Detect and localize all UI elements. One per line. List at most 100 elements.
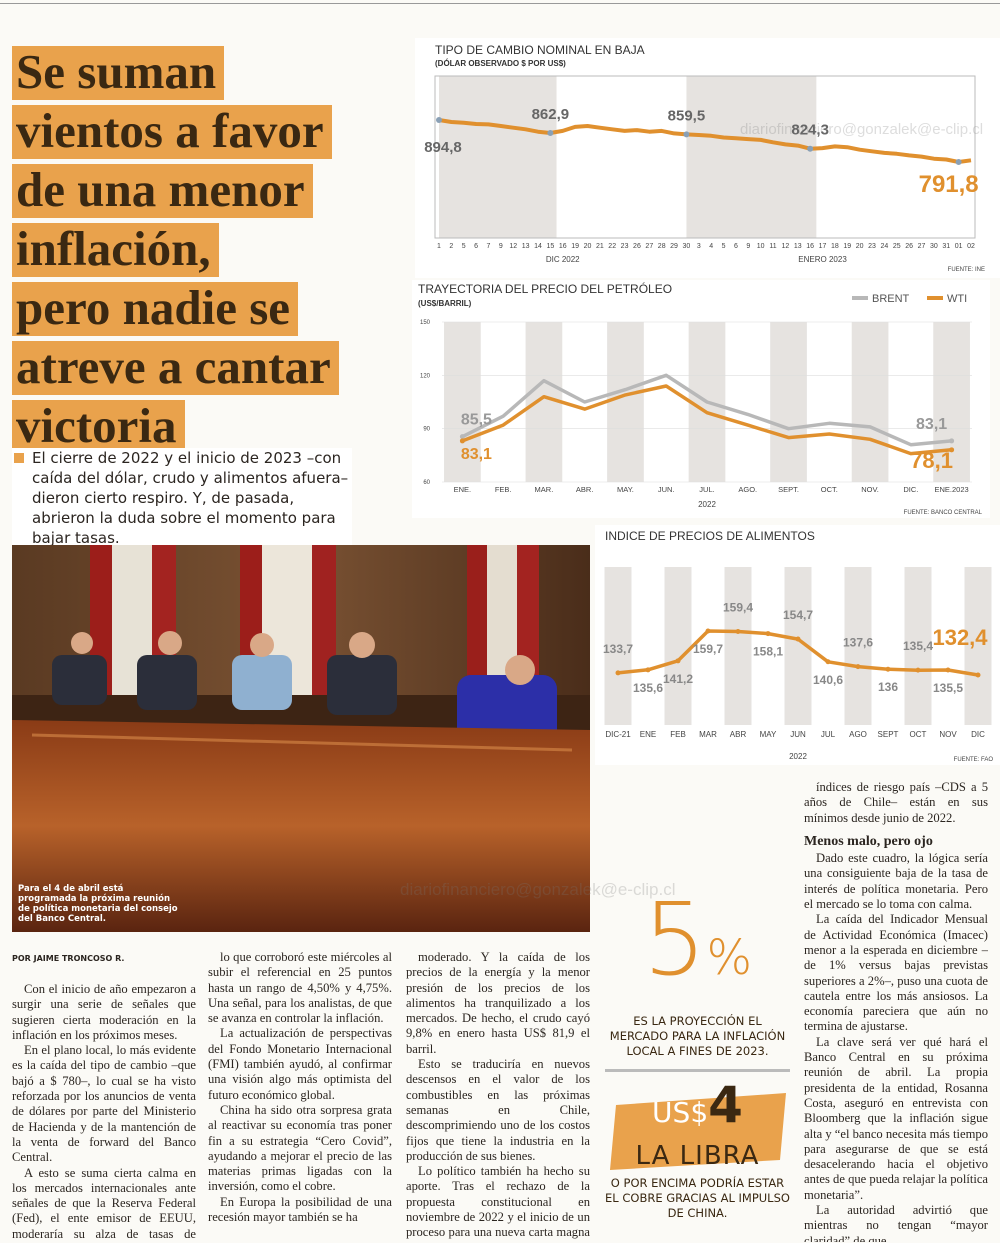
y-tick-label: 120 <box>420 373 431 379</box>
headline: Se suman vientos a favor de una menor infla… <box>12 46 412 459</box>
x-tick-label: 30 <box>683 243 691 250</box>
data-label: 136 <box>878 680 898 694</box>
paragraph: La autoridad advirtió que mientras no te… <box>804 1203 988 1242</box>
x-tick-label: 1 <box>437 243 441 250</box>
exchange-rate-chart: TIPO DE CAMBIO NOMINAL EN BAJA (DÓLAR OBS… <box>415 38 1000 278</box>
point <box>949 438 955 444</box>
headline-line: de una menor <box>12 164 313 218</box>
x-tick-label: 24 <box>880 243 888 250</box>
band <box>964 567 992 725</box>
point <box>436 117 442 123</box>
x-tick-label: 26 <box>905 243 913 250</box>
callout-shape <box>610 1093 786 1170</box>
line <box>438 118 972 164</box>
x-tick-label: 5 <box>462 243 466 250</box>
point <box>645 667 651 673</box>
band <box>770 322 807 482</box>
x-tick-label: 20 <box>584 243 592 250</box>
headline-line: vientos a favor <box>12 105 332 159</box>
band <box>844 567 872 725</box>
x-tick-label: ENE. <box>454 485 472 494</box>
x-axis-label: 2022 <box>698 500 716 509</box>
text-column: moderado. Y la caída de los precios de l… <box>406 950 590 1242</box>
paragraph: China ha sido otra sorpresa grata al rea… <box>208 1102 392 1194</box>
data-label: 83,1 <box>461 446 492 463</box>
photo-caption: Para el 4 de abril está programada la pr… <box>18 884 178 924</box>
legend-label: BRENT <box>872 293 910 305</box>
paragraph: índices de riesgo país –CDS a 5 años de … <box>804 780 988 825</box>
line <box>461 373 952 447</box>
x-tick-label: MAY <box>760 730 777 739</box>
x-tick-label: DIC. <box>903 485 918 494</box>
x-tick-label: 20 <box>856 243 864 250</box>
paragraph: La actualización de perspectivas del Fon… <box>208 1026 392 1102</box>
x-tick-label: JUL. <box>699 485 714 494</box>
x-tick-label: SEPT. <box>778 485 799 494</box>
x-tick-label: 7 <box>487 243 491 250</box>
chart-title: INDICE DE PRECIOS DE ALIMENTOS <box>605 529 815 543</box>
x-tick-label: 25 <box>893 243 901 250</box>
data-label: 135,6 <box>633 681 663 695</box>
band <box>724 567 752 725</box>
watermark: diariofinanciero@gonzalek@e-clip.cl <box>400 880 676 899</box>
data-label: 135,5 <box>933 681 963 695</box>
point <box>975 672 981 678</box>
data-label: 894,8 <box>424 139 462 156</box>
x-tick-label: 02 <box>967 243 975 250</box>
callout-line: LA LIBRA <box>635 1141 760 1171</box>
point <box>955 159 962 165</box>
x-tick-label: AGO. <box>738 485 757 494</box>
chart-subtitle: (DÓLAR OBSERVADO $ POR US$) <box>435 59 566 68</box>
x-tick-label: ABR. <box>576 485 594 494</box>
band <box>686 76 817 238</box>
band <box>604 567 632 725</box>
x-tick-label: 2 <box>449 243 453 250</box>
data-label: 133,7 <box>603 642 633 656</box>
paragraph: En Europa la posibilidad de una recesión… <box>208 1194 392 1225</box>
point <box>705 628 711 634</box>
x-tick-label: SEPT <box>878 730 899 739</box>
x-tick-label: 15 <box>546 243 554 250</box>
paragraph: Con el inicio de año empezaron a surgir … <box>12 982 196 1042</box>
x-tick-label: 14 <box>534 243 542 250</box>
paragraph: A esto se suma cierta calma en los merca… <box>12 1165 196 1241</box>
chart-title: TRAYECTORIA DEL PRECIO DEL PETRÓLEO <box>418 281 672 296</box>
text-column: índices de riesgo país –CDS a 5 años de … <box>804 780 988 1242</box>
point <box>765 631 771 637</box>
x-tick-label: 3 <box>697 243 701 250</box>
callout: 5% ES LA PROYECCIÓN EL MERCADO PARA LA I… <box>605 890 790 1082</box>
x-tick-label: 19 <box>843 243 851 250</box>
x-tick-label: DIC <box>971 730 985 739</box>
period-label: DIC 2022 <box>546 255 580 264</box>
paragraph: Dado este cuadro, la lógica sería una co… <box>804 851 988 912</box>
x-tick-label: 6 <box>734 243 738 250</box>
rule <box>605 1069 790 1072</box>
paragraph: Esto se traduciría en nuevos descensos e… <box>406 1057 590 1163</box>
y-tick-label: 150 <box>420 320 431 326</box>
unit: % <box>706 930 753 986</box>
callout-text: ES LA PROYECCIÓN EL MERCADO PARA LA INFL… <box>609 1014 786 1058</box>
x-tick-label: 11 <box>769 243 776 250</box>
x-tick-label: 22 <box>608 243 616 250</box>
band <box>851 322 889 482</box>
x-tick-label: 5 <box>722 243 726 250</box>
point <box>885 666 891 672</box>
x-tick-label: 27 <box>918 243 926 250</box>
x-tick-label: 6 <box>474 243 478 250</box>
data-label: 824,3 <box>791 122 829 139</box>
paragraph: La caída del Indicador Mensual de Activi… <box>804 912 988 1034</box>
point <box>855 664 861 670</box>
figure: 5 <box>642 881 707 998</box>
y-tick-label: 90 <box>423 427 430 433</box>
band <box>904 567 932 725</box>
food-price-chart: INDICE DE PRECIOS DE ALIMENTOS DIC-21 ENE F… <box>595 525 1000 765</box>
x-tick-label: JUL <box>821 730 836 739</box>
point <box>949 447 955 453</box>
callout-figure: US$4 <box>605 1080 790 1142</box>
data-label: 85,5 <box>461 412 492 429</box>
headline-line: atreve a cantar <box>12 341 339 395</box>
x-tick-label: 26 <box>633 243 641 250</box>
data-label: 159,7 <box>693 642 723 656</box>
period-label: ENERO 2023 <box>798 255 847 264</box>
line <box>461 384 952 456</box>
